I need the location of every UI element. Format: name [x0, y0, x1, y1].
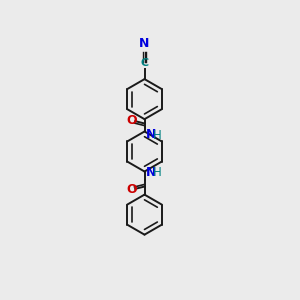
Text: H: H	[153, 166, 162, 179]
Text: N: N	[146, 166, 156, 179]
Text: N: N	[146, 128, 156, 141]
Text: C: C	[140, 58, 148, 68]
Text: H: H	[153, 129, 162, 142]
Text: O: O	[126, 114, 137, 127]
Text: N: N	[139, 37, 150, 50]
Text: O: O	[126, 183, 137, 196]
